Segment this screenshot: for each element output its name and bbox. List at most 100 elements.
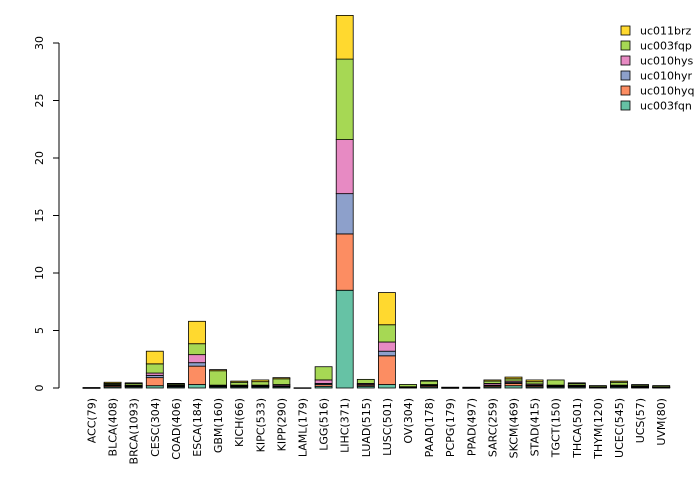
bar-segment-uc010hys-5 xyxy=(188,354,206,364)
bar-segment-uc011brz-6 xyxy=(209,369,228,372)
bar-segment-uc003fqp-22 xyxy=(546,379,565,386)
x-tick-label: KIPP(290) xyxy=(275,398,288,451)
x-tick-label: COAD(406) xyxy=(170,398,183,460)
bar-segment-uc003fqp-7 xyxy=(230,381,249,386)
legend-swatch-uc010hyr xyxy=(620,70,631,81)
x-tick-label: LUAD(515) xyxy=(360,398,373,457)
x-tick-label: SARC(259) xyxy=(486,398,499,457)
x-tick-label: THCA(501) xyxy=(571,398,584,459)
y-tick-label: 15 xyxy=(33,209,46,223)
bar-segment-uc011brz-2 xyxy=(124,382,143,384)
x-tick-label: LGG(516) xyxy=(318,398,331,451)
y-tick-label: 25 xyxy=(33,94,46,108)
legend-label-uc003fqp: uc003fqp xyxy=(640,40,692,53)
bar-segment-uc010hys-11 xyxy=(314,379,333,384)
bar-segment-uc011brz-5 xyxy=(188,320,206,345)
bar-segment-uc003fqn-14 xyxy=(377,384,396,389)
legend-swatch-uc011brz xyxy=(620,25,631,36)
bar-segment-uc010hyr-12 xyxy=(335,193,354,235)
bar-segment-uc011brz-21 xyxy=(525,379,544,383)
bar-segment-uc003fqp-5 xyxy=(188,343,206,356)
bars xyxy=(82,14,671,389)
bar-segment-uc010hyq-3 xyxy=(145,377,164,387)
legend-label-uc010hyr: uc010hyr xyxy=(640,70,692,83)
x-tick-label: LAML(179) xyxy=(297,398,310,457)
bar-segment-uc011brz-23 xyxy=(567,382,586,384)
legend-swatch-uc003fqp xyxy=(620,40,631,51)
x-tick-label: LIHC(371) xyxy=(339,398,352,453)
bar-segment-uc011brz-16 xyxy=(420,380,439,382)
legend-label-uc011brz: uc011brz xyxy=(640,25,692,38)
x-tick-label: THYM(120) xyxy=(592,398,605,460)
legend-label-uc010hyq: uc010hyq xyxy=(640,85,694,98)
bar-segment-uc010hyq-12 xyxy=(335,233,354,291)
y-tick-label: 30 xyxy=(33,36,46,50)
x-tick-label: BRCA(1093) xyxy=(128,398,141,464)
bar-segment-uc011brz-25 xyxy=(610,380,628,383)
x-tick-label: SKCM(469) xyxy=(508,398,521,458)
bar-segment-uc003fqp-14 xyxy=(377,324,396,343)
legend-swatch-uc010hys xyxy=(620,55,631,66)
bar-segment-uc011brz-4 xyxy=(166,382,185,385)
bar-segment-uc003fqp-16 xyxy=(420,380,439,385)
bar-segment-uc010hyr-14 xyxy=(377,350,396,357)
legend-label-uc003fqn: uc003fqn xyxy=(640,100,692,113)
x-tick-label: KIPC(533) xyxy=(254,398,267,452)
x-tick-label: GBM(160) xyxy=(212,398,225,453)
bar-segment-uc003fqp-6 xyxy=(209,370,228,386)
x-tick-label: UCEC(545) xyxy=(613,398,626,458)
bar-segment-uc003fqp-13 xyxy=(356,378,375,384)
bar-segment-uc003fqp-27 xyxy=(652,385,671,388)
bar-segment-uc010hyr-5 xyxy=(188,362,206,367)
legend: uc011brz uc003fqp uc010hys uc010hyr uc010hyq… xyxy=(620,25,694,113)
bar-segment-uc011brz-20 xyxy=(504,376,523,380)
bar-segment-uc011brz-8 xyxy=(251,379,270,383)
bar-segment-uc011brz-19 xyxy=(483,379,502,382)
x-tick-label: TGCT(150) xyxy=(550,398,563,458)
bar-segment-uc003fqp-11 xyxy=(314,366,333,381)
bar-segment-uc010hyq-14 xyxy=(377,355,396,385)
y-tick-label: 10 xyxy=(33,266,46,280)
bar-segment-uc010hys-14 xyxy=(377,341,396,352)
bar-segment-uc003fqp-17 xyxy=(441,386,460,389)
bar-segment-uc003fqp-18 xyxy=(462,386,481,389)
x-tick-label: PAAD(178) xyxy=(423,398,436,457)
bar-segment-uc011brz-3 xyxy=(145,350,164,365)
x-tick-label: PPAD(497) xyxy=(465,398,478,456)
y-tick-label: 20 xyxy=(33,151,46,165)
x-tick-label: CESC(304) xyxy=(149,398,162,457)
x-axis: ACC(79) BLCA(408) BRCA(1093) CESC(304) COAD(… xyxy=(86,398,669,464)
bar-segment-uc003fqp-25 xyxy=(610,381,628,386)
y-axis: 0 5 10 15 20 25 30 xyxy=(33,36,60,392)
legend-swatch-uc010hyq xyxy=(620,85,631,96)
bar-segment-uc003fqp-15 xyxy=(399,384,417,388)
bar-segment-uc010hys-12 xyxy=(335,139,354,195)
x-tick-label: BLCA(408) xyxy=(107,398,120,456)
bar-segment-uc011brz-9 xyxy=(272,377,291,380)
bar-segment-uc011brz-26 xyxy=(631,384,649,386)
x-tick-label: OV(304) xyxy=(402,398,415,444)
y-tick-label: 5 xyxy=(33,327,46,334)
x-tick-label: LUSC(501) xyxy=(381,398,394,456)
x-tick-label: ESCA(184) xyxy=(191,398,204,457)
bar-segment-uc003fqp-9 xyxy=(272,378,291,385)
bar-segment-uc003fqp-24 xyxy=(589,385,607,388)
bar-segment-uc011brz-14 xyxy=(377,292,396,326)
bar-segment-uc011brz-12 xyxy=(335,14,354,60)
bar-segment-uc011brz-7 xyxy=(230,380,249,383)
x-tick-label: UVM(80) xyxy=(655,398,668,446)
bar-segment-uc003fqp-12 xyxy=(335,58,354,140)
y-tick-label: 0 xyxy=(33,385,46,392)
bar-segment-uc003fqn-5 xyxy=(188,384,206,389)
bar-segment-uc010hyq-5 xyxy=(188,365,206,385)
x-tick-label: ACC(79) xyxy=(86,398,99,443)
bar-segment-uc003fqp-8 xyxy=(251,381,270,386)
legend-label-uc010hys: uc010hys xyxy=(640,55,693,68)
x-tick-label: PCPG(179) xyxy=(444,398,457,457)
bar-segment-uc003fqp-3 xyxy=(145,363,164,374)
bar-segment-uc011brz-1 xyxy=(103,381,122,384)
x-tick-label: STAD(415) xyxy=(529,398,542,456)
bar-segment-uc003fqn-12 xyxy=(335,289,354,389)
x-tick-label: UCS(57) xyxy=(634,398,647,443)
